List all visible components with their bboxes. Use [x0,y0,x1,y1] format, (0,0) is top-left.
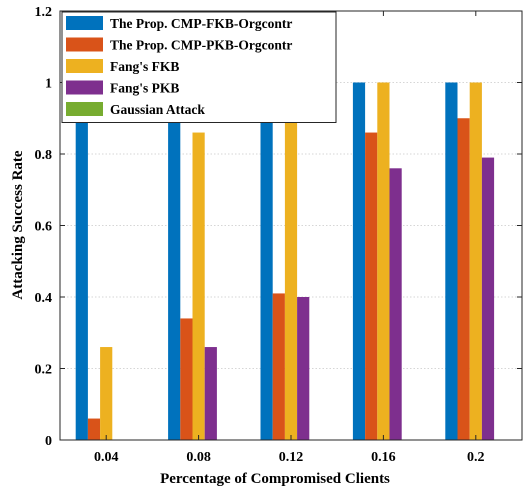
bar [272,293,285,440]
bar [284,82,298,440]
bar [75,82,88,440]
x-tick-label: 0.04 [94,450,119,465]
legend-label: Fang's FKB [110,59,179,74]
bar [389,168,402,441]
bar [297,297,310,440]
bar [192,132,205,441]
legend-label: Fang's PKB [110,81,179,96]
bar [87,418,101,440]
y-tick-label: 0.4 [35,291,53,306]
legend-label: The Prop. CMP-FKB-Orgcontr [110,16,292,31]
bar [100,347,113,440]
y-tick-label: 1.2 [35,5,53,20]
x-tick-label: 0.16 [371,450,396,465]
bar [469,82,482,440]
y-axis-title: Attacking Success Rate [10,150,26,299]
plot-frame [59,10,523,441]
y-tick-label: 0.8 [35,148,53,163]
legend-swatch [66,16,103,30]
x-axis-title: Percentage of Compromised Clients [160,471,390,487]
bar [260,82,273,440]
y-tick-label: 1 [45,77,52,92]
legend-label: The Prop. CMP-PKB-Orgcontr [110,38,292,53]
bar [481,157,495,440]
bar [168,82,181,440]
bar [180,318,193,440]
y-tick-labels: 0 0.2 0.4 0.6 0.8 1 1.2 [35,5,53,449]
bar [204,347,217,440]
y-tick-label: 0.2 [35,363,53,378]
legend-swatch [66,37,103,52]
x-tick-label: 0.12 [279,450,304,465]
x-tick-label: 0.2 [467,450,485,465]
legend-swatch [66,80,103,95]
x-tick-labels: 0.04 0.08 0.12 0.16 0.2 [94,450,485,465]
bar [457,118,470,440]
bar [445,82,458,440]
bars [75,82,495,441]
legend: The Prop. CMP-FKB-Orgcontr The Prop. CMP-… [61,11,337,123]
legend-swatch [66,59,103,73]
y-tick-label: 0.6 [35,220,53,235]
legend-swatch [66,102,103,116]
bar [365,132,378,441]
legend-box [61,11,337,123]
y-tick-label: 0 [45,434,52,449]
bar [352,82,366,440]
legend-label: Gaussian Attack [110,102,205,117]
bar [377,82,390,440]
x-tick-label: 0.08 [186,450,211,465]
